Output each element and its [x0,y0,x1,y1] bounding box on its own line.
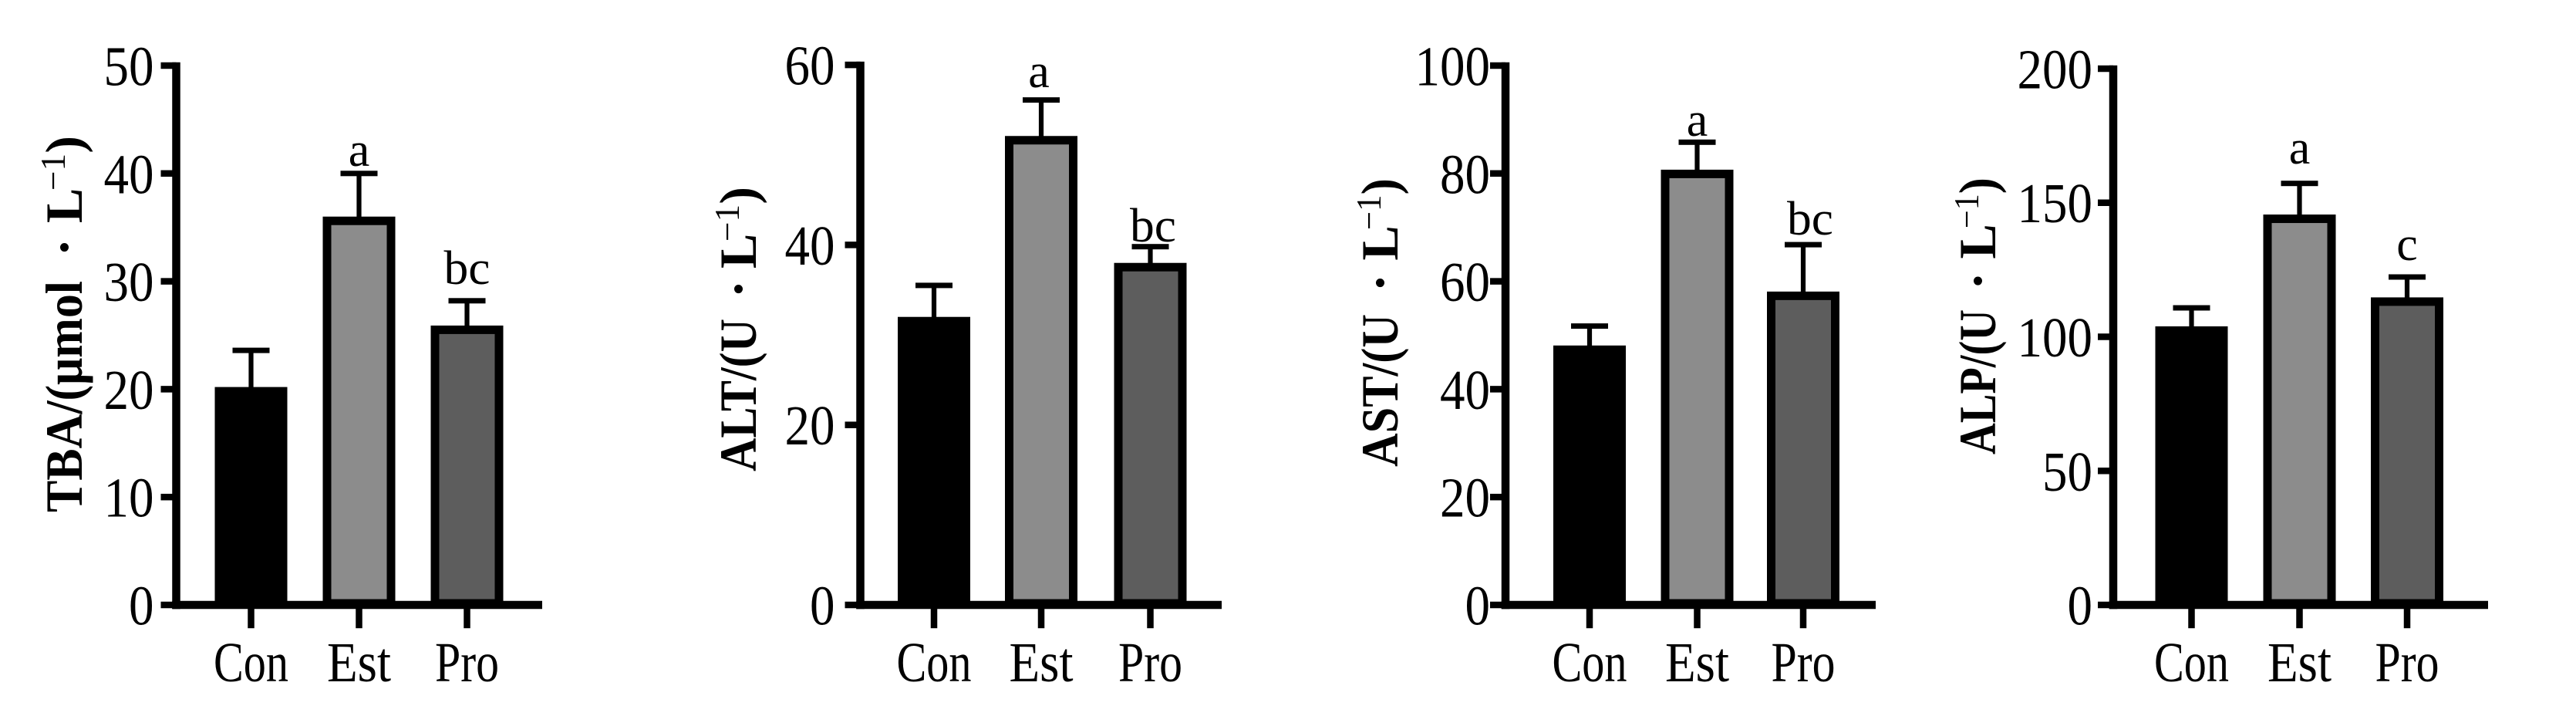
svg-text:ALT/(U: ALT/(U [709,319,767,471]
svg-text:·: · [709,280,767,298]
svg-text:·: · [1350,274,1409,292]
svg-text:80: 80 [1440,143,1490,205]
svg-text:Pro: Pro [1118,631,1182,694]
svg-text:100: 100 [1415,35,1491,98]
svg-text:−1): −1) [1947,177,2007,228]
svg-text:0: 0 [2068,575,2093,637]
svg-text:·: · [1948,272,2007,290]
svg-text:bc: bc [444,242,491,295]
svg-text:40: 40 [785,215,835,277]
svg-text:−1): −1) [34,136,93,191]
svg-text:200: 200 [2018,39,2093,101]
svg-text:bc: bc [1787,193,1833,245]
svg-text:a: a [349,124,370,177]
svg-text:L: L [1948,224,2007,258]
svg-text:Est: Est [2267,631,2332,694]
svg-text:0: 0 [129,575,154,637]
svg-text:50: 50 [104,35,154,98]
svg-text:AST/(U: AST/(U [1350,314,1409,467]
svg-text:60: 60 [1440,251,1490,313]
svg-text:Pro: Pro [2375,631,2439,694]
svg-text:40: 40 [1440,359,1490,421]
svg-text:30: 30 [104,251,154,313]
svg-text:20: 20 [785,394,835,457]
svg-text:ALP/(U: ALP/(U [1948,309,2007,454]
svg-text:100: 100 [2018,306,2093,369]
svg-text:10: 10 [104,467,154,529]
svg-text:60: 60 [785,35,835,97]
svg-text:·: · [35,238,93,256]
svg-text:Con: Con [1553,631,1627,694]
svg-text:L: L [709,234,767,269]
svg-text:50: 50 [2042,441,2092,503]
svg-text:−1): −1) [708,187,767,242]
svg-text:a: a [2289,122,2311,174]
svg-text:bc: bc [1130,200,1176,252]
svg-text:20: 20 [1440,467,1490,529]
svg-text:0: 0 [810,575,835,637]
svg-text:TBA/(μmol: TBA/(μmol [35,281,93,512]
svg-text:Pro: Pro [435,631,499,694]
svg-text:Est: Est [1665,631,1729,694]
svg-text:−1): −1) [1350,178,1409,230]
svg-text:a: a [1028,46,1050,98]
svg-text:0: 0 [1465,575,1491,637]
svg-text:L: L [35,188,93,223]
svg-text:c: c [2396,218,2418,271]
svg-text:150: 150 [2018,172,2093,235]
svg-text:20: 20 [104,359,154,421]
svg-text:Con: Con [2154,631,2229,694]
svg-text:Est: Est [327,631,391,694]
svg-text:a: a [1687,94,1708,147]
svg-text:Est: Est [1010,631,1074,694]
svg-text:40: 40 [104,143,154,205]
svg-text:L: L [1350,225,1409,260]
svg-text:Pro: Pro [1772,631,1836,694]
svg-text:Con: Con [214,631,288,694]
svg-text:Con: Con [897,631,972,694]
